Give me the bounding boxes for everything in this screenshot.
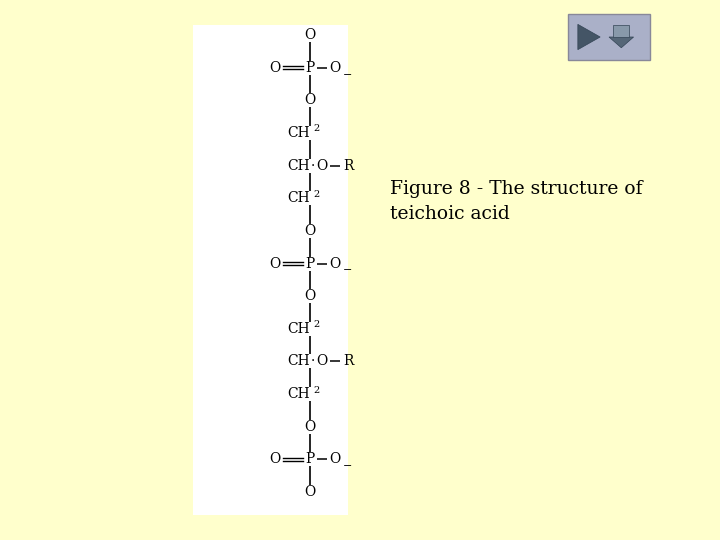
Text: O: O [305, 485, 315, 499]
Text: CH: CH [287, 387, 310, 401]
Text: CH: CH [287, 354, 310, 368]
Text: O: O [269, 60, 281, 75]
Text: O: O [269, 453, 281, 467]
Text: 2: 2 [313, 320, 319, 329]
Text: O: O [305, 93, 315, 107]
Text: P: P [305, 256, 315, 271]
Text: O: O [329, 256, 341, 271]
Text: CH: CH [287, 322, 310, 336]
Text: R: R [343, 159, 354, 173]
Text: O: O [305, 224, 315, 238]
Text: O: O [269, 256, 281, 271]
Text: −: − [343, 70, 353, 79]
Text: CH: CH [287, 191, 310, 205]
Polygon shape [578, 24, 600, 50]
Text: −: − [343, 266, 353, 275]
Text: P: P [305, 453, 315, 467]
Text: ·: · [311, 159, 315, 173]
Text: O: O [316, 159, 328, 173]
Text: 2: 2 [313, 386, 319, 395]
Text: O: O [316, 354, 328, 368]
Bar [568, 14, 650, 60]
Text: O: O [305, 28, 315, 42]
Bar [613, 25, 629, 37]
Text: CH: CH [287, 126, 310, 140]
Text: 2: 2 [313, 190, 319, 199]
Text: Figure 8 - The structure of
teichoic acid: Figure 8 - The structure of teichoic aci… [390, 180, 642, 223]
Text: O: O [329, 60, 341, 75]
Text: O: O [305, 420, 315, 434]
Polygon shape [609, 37, 634, 48]
Text: P: P [305, 60, 315, 75]
Text: O: O [329, 453, 341, 467]
Text: CH: CH [287, 159, 310, 173]
Bar [193, 25, 348, 515]
Text: ·: · [311, 354, 315, 368]
Text: −: − [343, 461, 353, 471]
Text: 2: 2 [313, 124, 319, 133]
Text: O: O [305, 289, 315, 303]
Text: R: R [343, 354, 354, 368]
